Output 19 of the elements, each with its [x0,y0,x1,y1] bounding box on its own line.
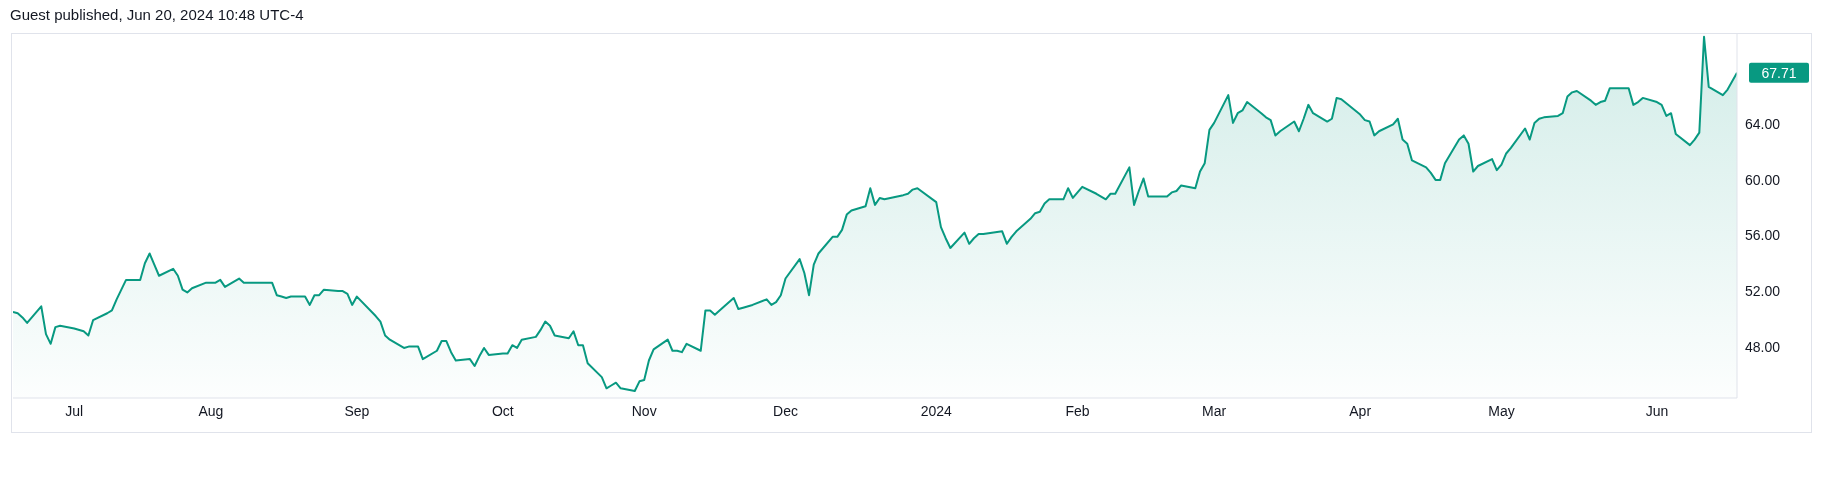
chart-title: Guest published, Jun 20, 2024 10:48 UTC-4 [10,6,304,23]
x-tick-label: Aug [198,402,224,419]
x-tick-label: Apr [1349,402,1372,419]
y-tick-label: 56.00 [1745,227,1781,244]
x-tick-label: Sep [344,402,370,419]
x-tick-label: Jun [1645,402,1669,419]
x-tick-label: May [1488,402,1515,419]
x-tick-label: Oct [491,402,514,419]
annotation: 67.71 [1761,64,1797,81]
x-tick-label: Feb [1065,402,1090,419]
y-tick-label: 60.00 [1745,171,1781,188]
x-tick-label: Nov [631,402,657,419]
x-tick-label: Mar [1202,402,1227,419]
x-tick-label: Jul [65,402,84,419]
y-tick-label: 48.00 [1745,338,1781,355]
y-tick-label: 52.00 [1745,282,1781,299]
y-tick-label: 64.00 [1745,116,1781,133]
x-tick-label: 2024 [920,402,953,419]
x-tick-label: Dec [773,402,798,419]
